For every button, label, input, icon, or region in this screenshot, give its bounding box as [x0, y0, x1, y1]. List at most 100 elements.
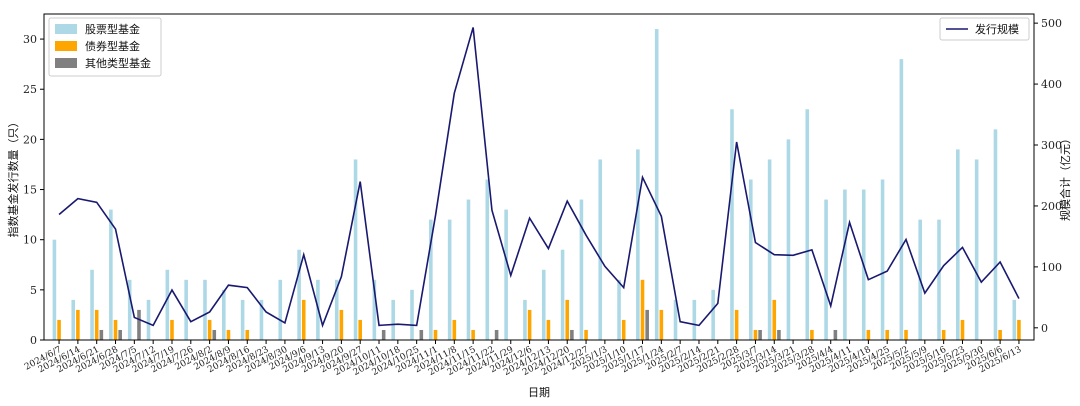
bar [523, 299, 527, 340]
legend-swatch [55, 41, 77, 51]
tick-label: 400 [1041, 78, 1062, 91]
bar [99, 329, 104, 340]
bar [673, 299, 678, 340]
bar [297, 249, 301, 340]
bar [584, 329, 588, 340]
bar [146, 299, 151, 340]
bar [833, 329, 838, 340]
bar [259, 299, 264, 340]
bar [90, 269, 94, 340]
tick-label: 15 [23, 184, 37, 197]
bar [504, 209, 508, 340]
tick-label: 5 [30, 284, 37, 297]
bar [301, 299, 306, 340]
tick-label: 100 [1041, 261, 1062, 274]
bar [767, 159, 772, 340]
bar [880, 179, 885, 340]
bar [170, 319, 174, 340]
bar [570, 329, 574, 340]
bar [824, 199, 828, 340]
bar [245, 329, 250, 340]
series-line [58, 27, 1020, 328]
tick-label: 0 [1041, 322, 1048, 335]
bar [993, 129, 998, 340]
bar [339, 309, 344, 340]
bar [734, 309, 739, 340]
bar [381, 329, 386, 340]
tick-label: 20 [23, 133, 37, 146]
bar [805, 109, 810, 340]
bar [1012, 299, 1017, 340]
bar [76, 309, 80, 340]
bar [565, 299, 570, 340]
bar [207, 319, 212, 340]
bar [527, 309, 532, 340]
bar [758, 329, 762, 340]
bar [749, 179, 753, 340]
bar [753, 329, 758, 340]
left-axis-label: 指数基金发行数量（只） [6, 117, 20, 238]
bar [645, 309, 649, 340]
tick-label: 25 [23, 83, 37, 96]
tick-label: 10 [23, 234, 37, 247]
bar [494, 329, 499, 340]
bar [240, 299, 245, 340]
bar [452, 319, 457, 340]
bar [466, 199, 471, 340]
bar [137, 309, 141, 340]
bars-layer [52, 29, 1021, 341]
bar [57, 319, 61, 340]
bar [203, 279, 207, 340]
bar [786, 139, 791, 340]
bar [866, 329, 871, 340]
bar [640, 279, 645, 340]
bar [358, 319, 362, 340]
bar [974, 159, 979, 340]
bar [899, 59, 904, 340]
bar [71, 299, 76, 340]
bar [127, 279, 132, 340]
tick-label: 30 [23, 33, 37, 46]
bar [560, 249, 565, 340]
bar [429, 219, 433, 340]
tick-label: 200 [1041, 200, 1062, 213]
bar [692, 299, 697, 340]
left-axis: 0 5 10 15 20 25 30 [23, 33, 44, 347]
bar [184, 279, 188, 340]
bar [941, 329, 946, 340]
bar [419, 329, 424, 340]
bar [1017, 319, 1021, 340]
legend-box [939, 17, 1030, 41]
bar [636, 149, 640, 340]
bar [118, 329, 122, 340]
bar [278, 279, 283, 340]
right-axis: 0 100 200 300 400 500 [1034, 17, 1062, 335]
bar [772, 299, 777, 340]
bar [471, 329, 475, 340]
bar [956, 149, 960, 340]
legend-swatch [55, 24, 77, 34]
bar [960, 319, 965, 340]
x-axis-label: 日期 [528, 386, 550, 399]
bar [433, 329, 438, 340]
bar [447, 219, 452, 340]
legend-label: 债券型基金 [85, 39, 140, 53]
bar [212, 329, 217, 340]
bar [730, 109, 734, 340]
bar [165, 269, 170, 340]
bar [94, 309, 99, 340]
bar [410, 289, 414, 340]
bar [113, 319, 118, 340]
bar [937, 219, 941, 340]
bar [353, 159, 358, 340]
bar [904, 329, 908, 340]
bar [579, 199, 584, 340]
legend-label: 发行规模 [975, 22, 1019, 36]
bar [885, 329, 889, 340]
bar [777, 329, 781, 340]
bar [810, 329, 814, 340]
tick-label: 500 [1041, 17, 1062, 30]
legend-label: 股票型基金 [85, 22, 140, 36]
